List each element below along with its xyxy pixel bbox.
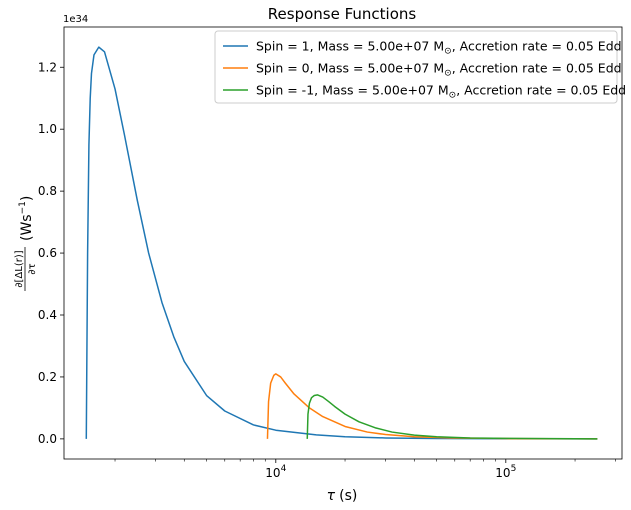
y-tick-label: 0.0: [38, 432, 57, 446]
solar-mass-symbol-icon: ⊙: [444, 69, 452, 79]
x-axis-label: τ (s): [327, 488, 358, 504]
legend-entry-2: Spin = -1, Mass = 5.00e+07 M⊙, Accretion…: [256, 83, 626, 101]
y-tick-label: 0.2: [38, 370, 57, 384]
series-line-0: [85, 46, 598, 440]
y-axis-label-denominator: ∂τ: [27, 263, 38, 274]
plot-frame: [63, 26, 623, 460]
legend: Spin = 1, Mass = 5.00e+07 M⊙, Accretion …: [214, 30, 626, 104]
y-axis-label: ∂[ΔL(r)] ∂τ (Ws−1): [14, 196, 38, 291]
y-tick-label: 1.2: [38, 60, 57, 74]
legend-frame: [214, 30, 618, 104]
series-layer: [85, 46, 598, 440]
y-axis-label-unit: (Ws−1): [18, 196, 35, 241]
legend-entry-0: Spin = 1, Mass = 5.00e+07 M⊙, Accretion …: [256, 39, 622, 57]
x-tick-label: 104: [265, 464, 286, 480]
legend-entry-1: Spin = 0, Mass = 5.00e+07 M⊙, Accretion …: [256, 61, 622, 79]
axes-layer: 0.0 0.2 0.4 0.6 0.8 1.0 1.2 104 105: [38, 26, 623, 480]
series-line-2: [306, 394, 598, 440]
x-tick-label: 105: [495, 464, 516, 480]
solar-mass-symbol-icon: ⊙: [449, 91, 457, 101]
series-line-1: [266, 373, 598, 440]
y-offset-label: 1e34: [63, 14, 88, 25]
chart-title: Response Functions: [268, 5, 417, 23]
solar-mass-symbol-icon: ⊙: [444, 47, 452, 57]
y-tick-label: 1.0: [38, 122, 57, 136]
y-axis-label-numerator: ∂[ΔL(r)]: [14, 250, 25, 287]
y-tick-label: 0.8: [38, 184, 57, 198]
x-axis-unit: (s): [339, 488, 357, 504]
x-axis-symbol: τ: [327, 488, 336, 504]
y-tick-label: 0.6: [38, 246, 57, 260]
y-tick-label: 0.4: [38, 308, 57, 322]
